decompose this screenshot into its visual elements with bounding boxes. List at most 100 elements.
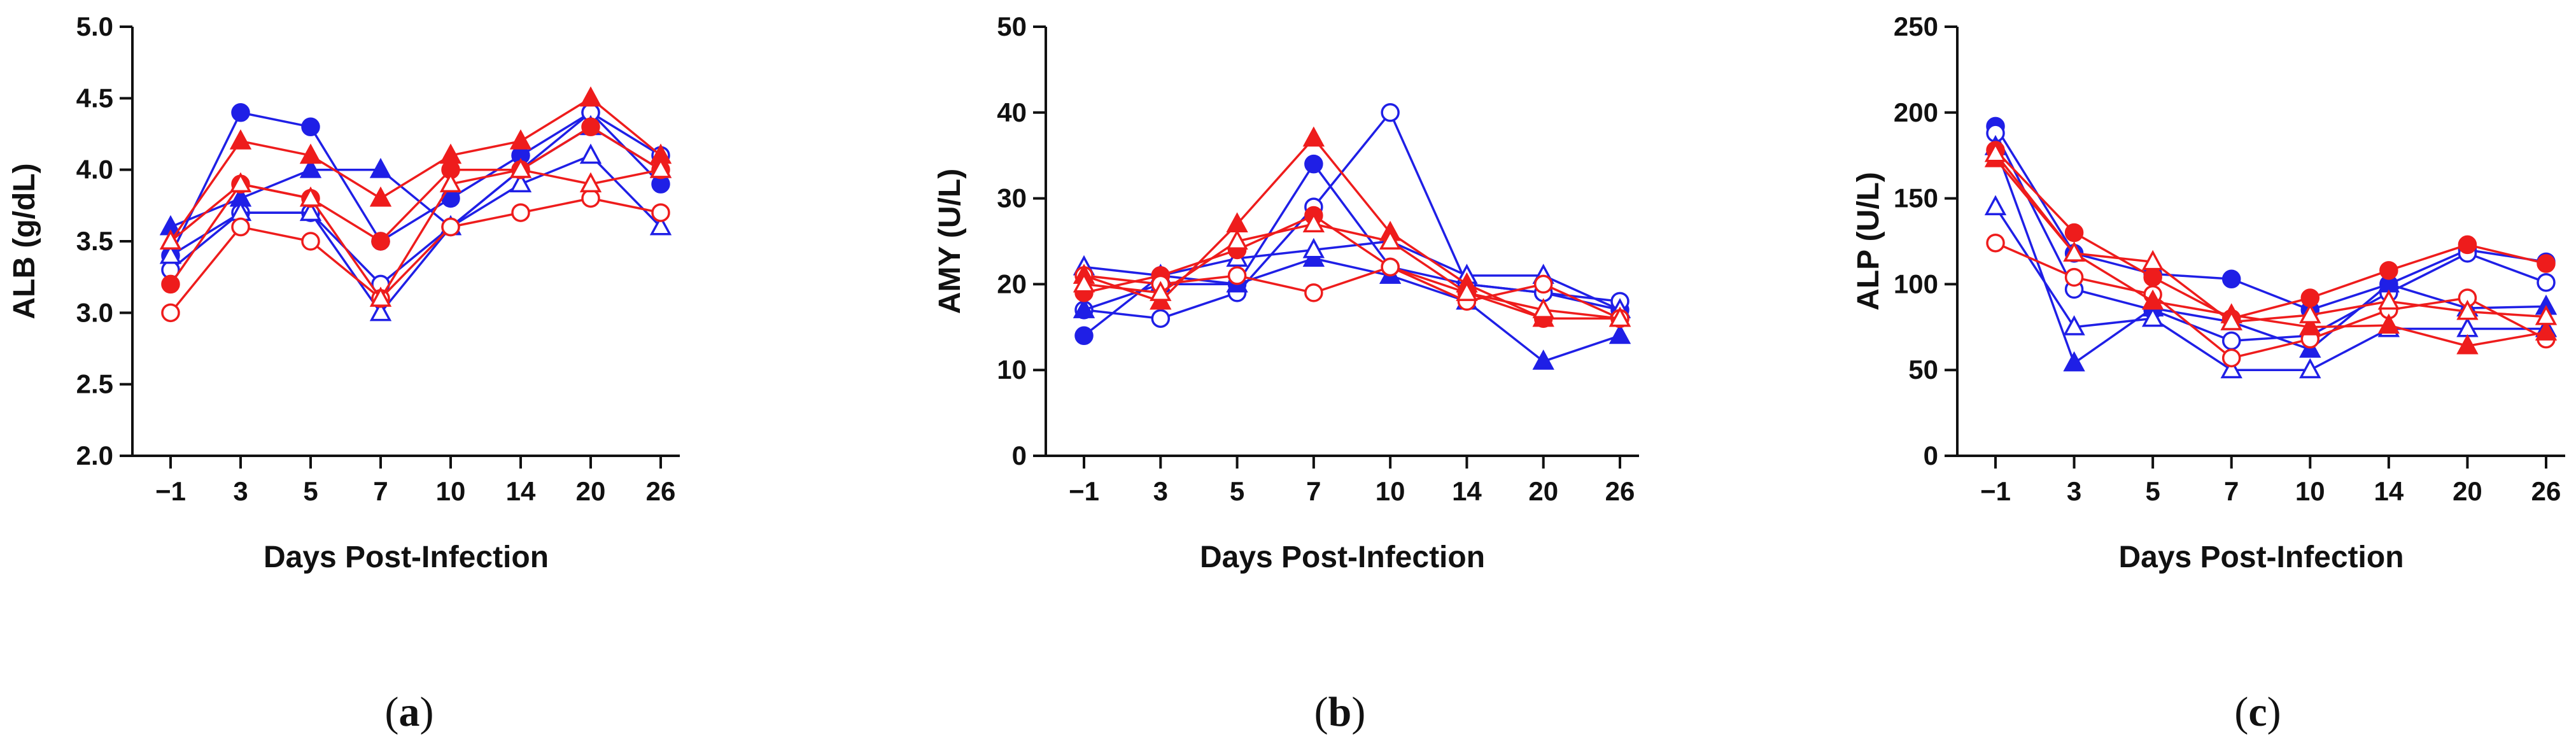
data-point xyxy=(299,201,322,222)
x-tick-label: 7 xyxy=(373,476,388,506)
x-tick-label: 26 xyxy=(1605,476,1635,506)
series-line xyxy=(1083,214,1620,320)
data-point xyxy=(161,274,180,294)
data-point xyxy=(229,129,252,150)
data-point xyxy=(2141,250,2164,271)
x-tick-label: 10 xyxy=(2295,476,2325,506)
data-point xyxy=(2220,310,2242,330)
panel-label-close-paren: ) xyxy=(2267,689,2281,735)
x-tick-label: 5 xyxy=(1230,476,1244,506)
data-point xyxy=(1984,141,2007,162)
data-point xyxy=(2299,358,2321,379)
series-line xyxy=(1994,153,2547,323)
y-tick-label: 250 xyxy=(1894,11,1938,41)
series-line xyxy=(170,154,662,314)
data-point xyxy=(231,217,250,237)
series-line xyxy=(1994,149,2547,320)
data-point xyxy=(159,243,182,264)
y-tick-label: 10 xyxy=(997,355,1027,385)
y-tick-label: 4.0 xyxy=(76,155,113,185)
data-point xyxy=(1456,281,1478,301)
data-point xyxy=(2063,315,2085,335)
y-tick-label: 20 xyxy=(997,269,1027,299)
y-tick-label: 2.5 xyxy=(76,369,113,399)
panel-label-open-paren: ( xyxy=(2234,689,2248,735)
data-point xyxy=(1381,257,1400,277)
data-point xyxy=(2141,306,2164,327)
data-point xyxy=(1226,229,1248,250)
x-tick-label: 20 xyxy=(1528,476,1558,506)
y-tick-label: 3.0 xyxy=(76,297,113,327)
data-point xyxy=(369,286,392,307)
data-point xyxy=(509,129,532,150)
data-point xyxy=(439,172,462,193)
x-tick-label: 3 xyxy=(1153,476,1168,506)
data-point xyxy=(2379,261,2398,280)
data-point xyxy=(1608,306,1631,327)
x-tick-label: 7 xyxy=(1306,476,1321,506)
series-line xyxy=(1994,146,2547,365)
data-point xyxy=(1302,237,1325,258)
data-point xyxy=(1532,298,1554,318)
data-point xyxy=(2537,254,2556,273)
series-red-open-triangle xyxy=(159,157,672,307)
data-point xyxy=(1304,154,1323,174)
y-axis-title: ALP (U/L) xyxy=(1852,172,1885,311)
data-point xyxy=(231,103,250,122)
y-axis-title: ALB (g/dL) xyxy=(8,163,41,319)
data-point xyxy=(1073,298,1095,318)
data-point xyxy=(581,117,600,137)
data-point xyxy=(649,157,672,178)
series-line xyxy=(1083,265,1621,320)
data-point xyxy=(1227,266,1247,285)
data-point xyxy=(441,217,460,237)
y-tick-label: 4.5 xyxy=(76,83,113,113)
x-tick-label: 14 xyxy=(1452,476,1482,506)
data-point xyxy=(2377,313,2400,334)
data-point xyxy=(2535,320,2558,341)
data-point xyxy=(1533,274,1553,294)
data-point xyxy=(2141,289,2164,310)
x-tick-label: −1 xyxy=(155,476,186,506)
series-line xyxy=(169,197,661,314)
data-point xyxy=(2220,358,2242,379)
series-line xyxy=(1994,125,2547,311)
x-tick-label: 26 xyxy=(646,476,676,506)
series-line xyxy=(169,111,662,257)
y-tick-label: 200 xyxy=(1894,97,1938,127)
series-line xyxy=(1083,240,1621,311)
data-point xyxy=(1986,233,2005,253)
panel-label: (a) xyxy=(385,689,434,735)
series-red-open-triangle xyxy=(1073,212,1631,327)
panel-label-letter: b xyxy=(1328,689,1352,735)
data-point xyxy=(369,300,392,321)
panel-label-open-paren: ( xyxy=(385,689,399,735)
y-tick-label: 150 xyxy=(1894,183,1938,213)
series-line xyxy=(1995,242,2547,360)
series-line xyxy=(169,168,661,300)
y-tick-label: 100 xyxy=(1894,269,1938,299)
series-blue-open-triangle xyxy=(1984,195,2558,379)
x-tick-label: 20 xyxy=(576,476,606,506)
data-point xyxy=(2458,235,2477,255)
data-point xyxy=(371,232,390,251)
series-line xyxy=(1083,137,1620,320)
data-point xyxy=(1379,229,1402,250)
data-point xyxy=(369,186,392,207)
panel-label-letter: c xyxy=(2248,689,2267,735)
x-tick-label: 14 xyxy=(506,476,536,506)
x-axis-title: Days Post-Infection xyxy=(1200,540,1485,574)
data-point xyxy=(2064,267,2084,287)
x-tick-label: 26 xyxy=(2531,476,2561,506)
data-point xyxy=(2299,303,2321,323)
series-line xyxy=(1994,132,2547,342)
data-point xyxy=(299,157,322,178)
data-point xyxy=(229,172,252,193)
panel-label-close-paren: ) xyxy=(1351,689,1365,735)
data-point xyxy=(2064,223,2084,243)
data-point xyxy=(2456,316,2479,337)
series-red-open-circle xyxy=(1986,233,2556,368)
panel-label-close-paren: ) xyxy=(420,689,434,735)
x-tick-label: 10 xyxy=(436,476,466,506)
